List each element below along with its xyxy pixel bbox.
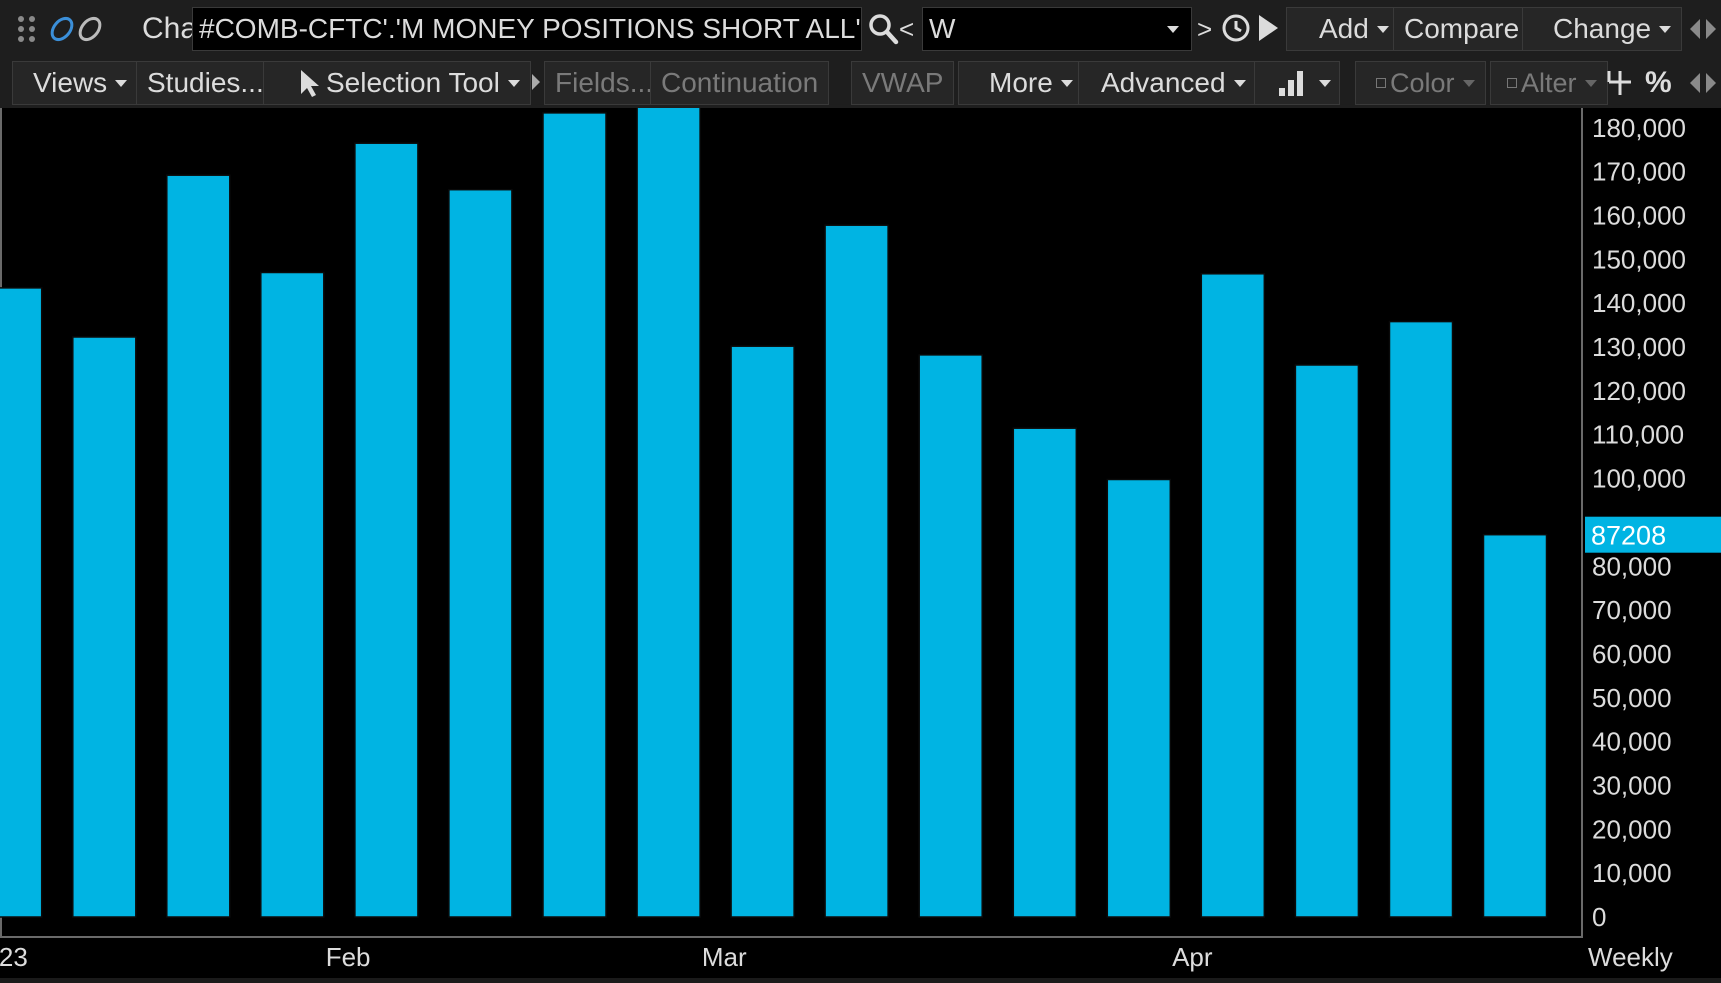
expand-arrow-icon[interactable] (530, 72, 542, 92)
chevron-down-icon (115, 79, 128, 87)
chevron-left-icon[interactable] (1688, 71, 1702, 95)
percent-button[interactable]: % (1645, 66, 1672, 99)
bar[interactable] (1482, 533, 1548, 918)
bar[interactable] (824, 224, 889, 918)
y-tick-label: 80,000 (1592, 551, 1672, 581)
change-label: Change (1553, 13, 1652, 44)
x-tick-label: Feb (326, 942, 371, 972)
drag-handle-icon[interactable] (16, 14, 38, 44)
bar[interactable] (1294, 364, 1360, 918)
x-tick-label: Apr (1172, 942, 1213, 972)
y-tick-label: 110,000 (1592, 420, 1684, 450)
bar[interactable] (730, 345, 795, 918)
color-button[interactable]: Color (1355, 61, 1486, 105)
vwap-button[interactable]: VWAP (851, 61, 955, 105)
bar[interactable] (354, 142, 419, 918)
y-tick-label: 20,000 (1592, 814, 1672, 844)
link-icon[interactable] (46, 12, 110, 46)
aggregation-value: W (929, 13, 956, 44)
chevron-down-icon (1584, 79, 1597, 87)
more-label: More (989, 67, 1053, 98)
x-tick-label: 23 (0, 942, 28, 972)
more-button[interactable]: More (958, 61, 1084, 105)
chevron-down-icon (1319, 79, 1331, 87)
selection-tool-button[interactable]: Selection Tool (263, 61, 531, 105)
color-label: Color (1390, 67, 1455, 98)
views-label: Views (33, 67, 108, 98)
last-value-label: 87208 (1591, 521, 1666, 551)
y-tick-label: 70,000 (1592, 595, 1672, 625)
studies-button[interactable]: Studies... (136, 61, 275, 105)
views-button[interactable]: Views (12, 61, 139, 105)
last-value-marker (1585, 516, 1721, 553)
chart-area[interactable]: 0 10,000 20,000 30,000 40,000 50,000 60,000 70,… (0, 83, 1721, 978)
clock-icon[interactable] (1221, 13, 1251, 43)
chevron-left-icon[interactable] (1688, 17, 1702, 41)
y-tick-label: 50,000 (1592, 683, 1672, 713)
y-tick-label: 60,000 (1592, 639, 1672, 669)
bar-chart[interactable]: 0 10,000 20,000 30,000 40,000 50,000 60,000 70,… (0, 83, 1721, 978)
bar[interactable] (448, 188, 513, 918)
y-tick-label: 10,000 (1592, 858, 1672, 888)
bar-chart-icon (1277, 68, 1305, 98)
fields-button[interactable]: Fields... (544, 61, 665, 105)
aggregation-axis-label: Weekly (1588, 942, 1673, 972)
bar[interactable] (1200, 273, 1266, 918)
bar[interactable] (918, 354, 983, 918)
symbol-text: #COMB-CFTC'.'M MONEY POSITIONS SHORT ALL… (199, 13, 861, 44)
chevron-right-icon[interactable] (1704, 71, 1718, 95)
color-swatch-icon (1376, 78, 1386, 88)
chevron-down-icon (1376, 25, 1389, 33)
symbol-input[interactable]: #COMB-CFTC'.'M MONEY POSITIONS SHORT ALL… (192, 7, 862, 51)
y-tick-label: 140,000 (1592, 288, 1686, 318)
y-tick-label: 30,000 (1592, 771, 1672, 801)
bar[interactable] (260, 271, 325, 918)
advanced-button[interactable]: Advanced (1078, 61, 1257, 105)
prev-aggregation-button[interactable]: < (899, 13, 915, 44)
continuation-button[interactable]: Continuation (650, 61, 830, 105)
y-tick-label: 120,000 (1592, 376, 1686, 406)
chevron-down-icon (1167, 25, 1179, 33)
add-button[interactable]: Add (1286, 7, 1400, 51)
y-tick-label: 40,000 (1592, 727, 1672, 757)
bar[interactable] (636, 83, 701, 918)
chevron-down-icon (1233, 79, 1246, 87)
bar[interactable] (72, 336, 137, 918)
add-label: Add (1319, 13, 1369, 44)
change-button[interactable]: Change (1522, 7, 1683, 51)
bar[interactable] (1388, 320, 1454, 918)
y-tick-label: 150,000 (1592, 244, 1686, 274)
y-tick-label: 160,000 (1592, 201, 1686, 231)
y-tick-label: 130,000 (1592, 332, 1686, 362)
aggregation-select[interactable]: W (922, 7, 1192, 51)
next-aggregation-button[interactable]: > (1197, 13, 1213, 44)
advanced-label: Advanced (1101, 67, 1226, 98)
alter-button[interactable]: Alter (1490, 61, 1608, 105)
compare-button[interactable]: Compare (1393, 7, 1531, 51)
alter-label: Alter (1521, 67, 1577, 98)
chevron-down-icon (507, 79, 520, 87)
y-tick-label: 100,000 (1592, 464, 1686, 494)
bar[interactable] (0, 287, 43, 918)
chevron-down-icon (1060, 79, 1073, 87)
alter-swatch-icon (1507, 78, 1517, 88)
cursor-icon (298, 68, 320, 98)
selection-tool-label: Selection Tool (326, 67, 500, 98)
y-tick-label: 180,000 (1592, 113, 1686, 143)
crosshair-icon[interactable] (1605, 68, 1635, 98)
x-tick-label: Mar (702, 942, 747, 972)
y-tick-label: 0 (1592, 902, 1606, 932)
chevron-down-icon (1462, 79, 1475, 87)
y-tick-label: 170,000 (1592, 157, 1686, 187)
chevron-right-icon[interactable] (1704, 17, 1718, 41)
bar[interactable] (1012, 427, 1078, 918)
bar[interactable] (1106, 478, 1172, 918)
search-icon[interactable] (867, 12, 899, 46)
chevron-down-icon (1659, 25, 1672, 33)
play-icon[interactable] (1256, 13, 1280, 43)
bar[interactable] (542, 112, 607, 918)
chart-type-button[interactable] (1254, 61, 1340, 105)
bar[interactable] (166, 174, 231, 918)
